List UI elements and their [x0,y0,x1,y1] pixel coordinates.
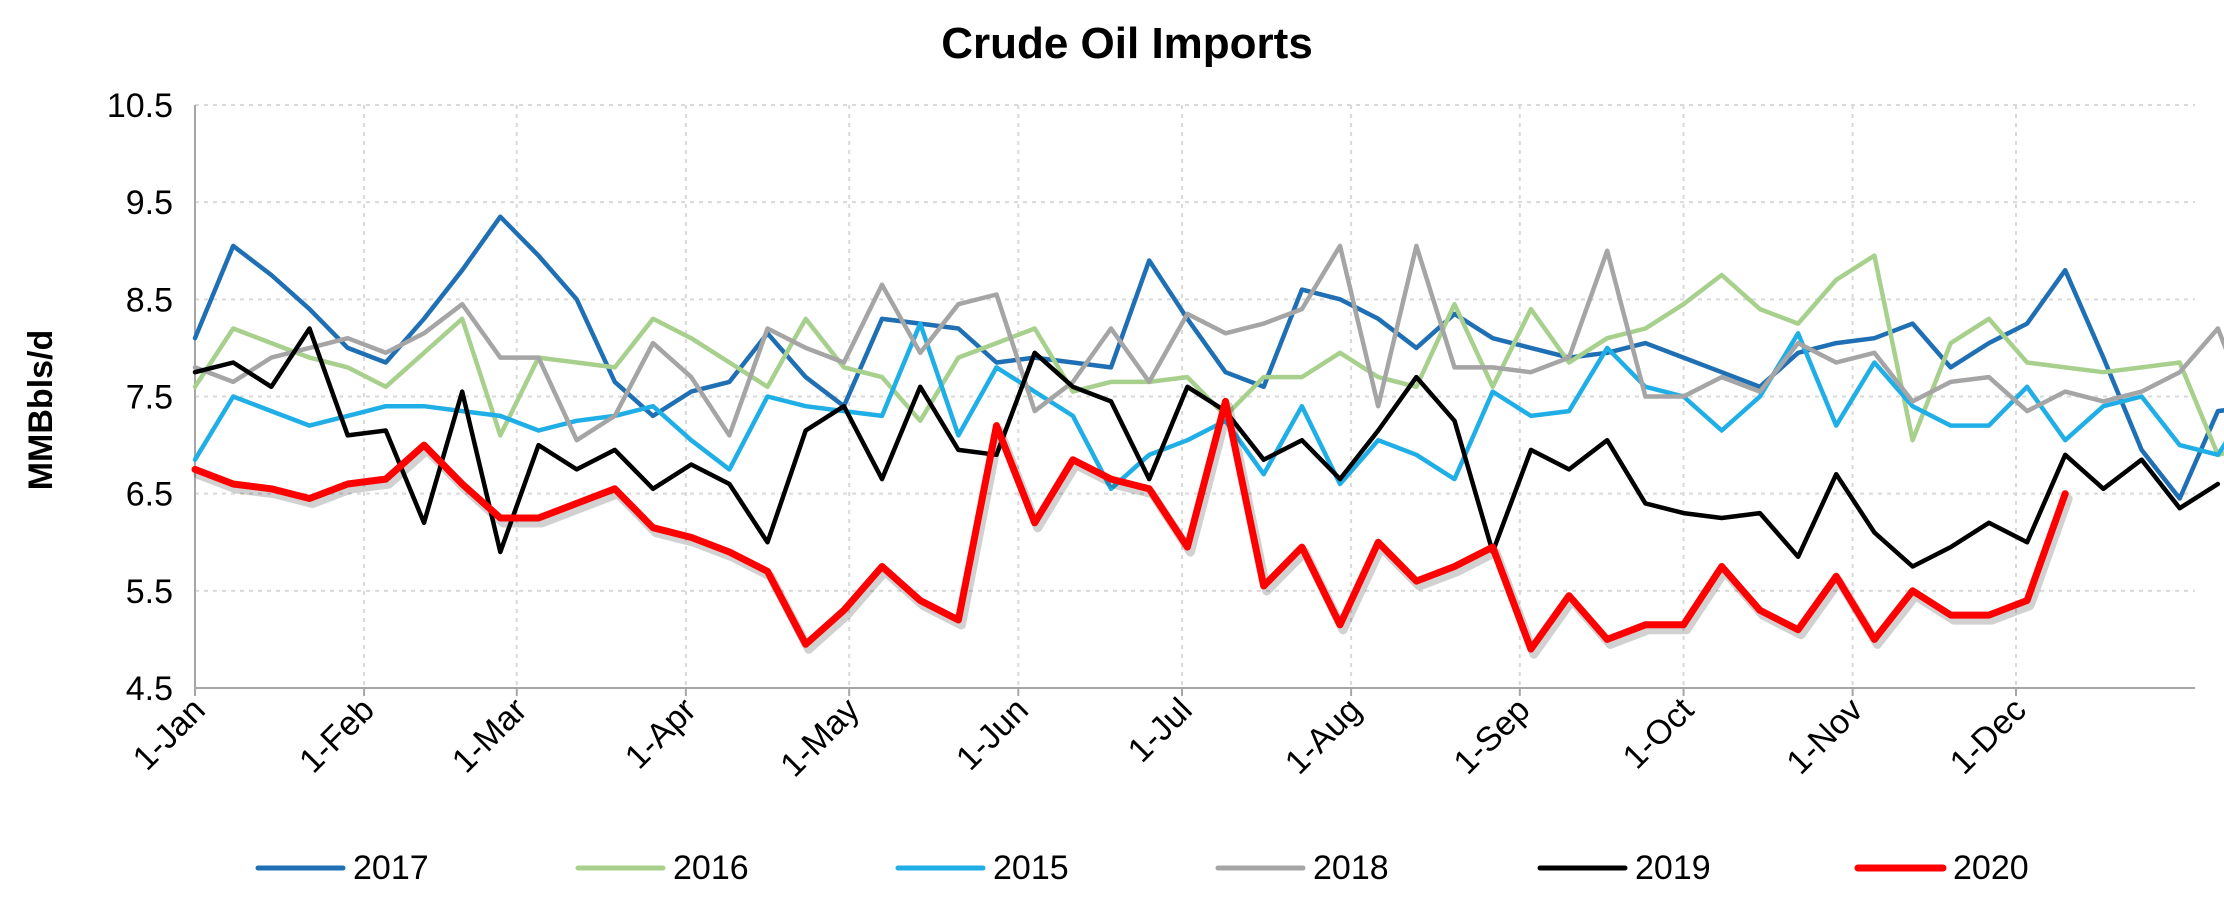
legend-label-2015: 2015 [993,849,1069,887]
x-tick-label: 1-Jul [1121,691,1200,770]
series-line-2020 [191,397,2069,653]
legend-label-2016: 2016 [673,849,749,887]
y-tick-label: 4.5 [126,670,173,708]
x-tick-label: 1-Feb [292,691,382,781]
x-tick-label: 1-Dec [1943,691,2034,782]
x-tick-label: 1-Jun [949,691,1036,778]
legend-label-2020: 2020 [1953,849,2029,887]
series-line-2018 [192,243,2224,443]
series-line-2019 [192,326,2221,569]
y-tick-label: 9.5 [126,184,173,222]
x-tick-label: 1-Oct [1616,690,1702,776]
x-tick-label: 1-Mar [445,691,535,781]
series-2018 [192,243,2224,443]
y-axis-label: MMBbls/d [22,330,60,491]
legend-label-2018: 2018 [1313,849,1389,887]
y-tick-label: 6.5 [126,476,173,514]
series-2017 [192,214,2224,501]
y-tick-label: 7.5 [126,379,173,417]
legend-label-2019: 2019 [1635,849,1711,887]
y-tick-label: 10.5 [107,87,173,125]
x-tick-label: 1-Aug [1278,691,1369,782]
x-tick-label: 1-Apr [618,691,704,777]
y-tick-label: 8.5 [126,281,173,319]
y-tick-label: 5.5 [126,573,173,611]
x-tick-label: 1-Sep [1446,691,1537,782]
chart-title: Crude Oil Imports [941,19,1313,68]
x-tick-label: 1-May [773,691,867,785]
gridlines [195,104,2195,688]
x-tick-label: 1-Nov [1779,691,1870,782]
series-2016 [192,253,2224,458]
axes: 4.55.56.57.58.59.510.51-Jan 1-Feb 1-Mar 1-A… [107,87,2195,784]
series-line-2017 [192,214,2224,501]
legend-label-2017: 2017 [353,849,429,887]
series-line-2015 [192,321,2224,492]
legend: 2017 2016 2015 2018 2019 2020 [255,849,2029,887]
series-lines [191,214,2224,659]
series-2020 [191,397,2073,659]
series-2019 [192,326,2221,569]
series-line-2016 [192,253,2224,458]
series-2015 [192,321,2224,492]
